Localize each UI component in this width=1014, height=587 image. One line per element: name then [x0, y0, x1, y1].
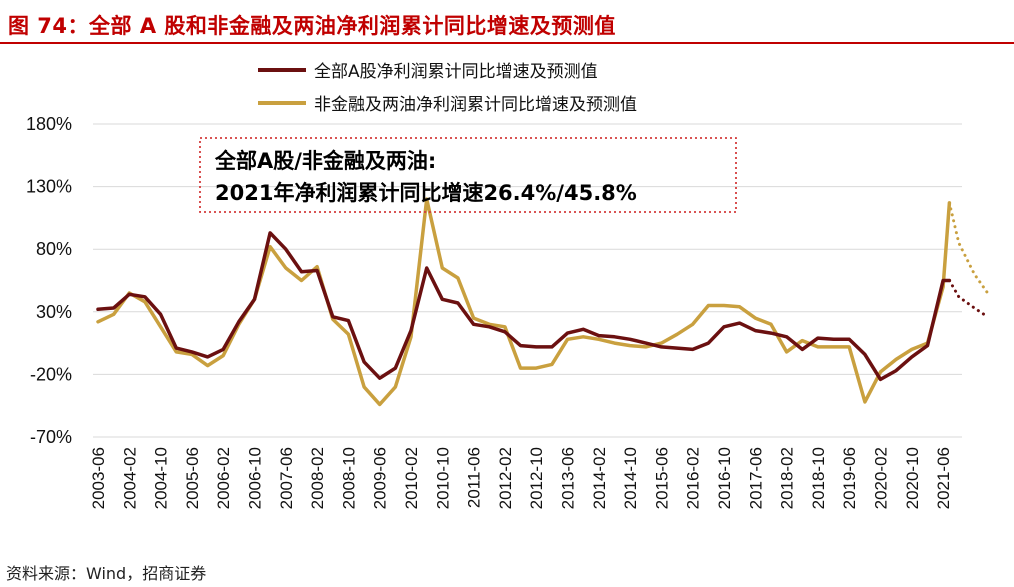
x-tick-label: 2021-06: [934, 447, 953, 509]
x-tick-label: 2010-10: [433, 447, 452, 509]
chart: -70%-20%30%80%130%180% 2003-06 2004-02 200…: [26, 62, 989, 509]
annotation-line1: 全部A股/非金融及两油:: [214, 149, 436, 173]
y-tick-label: -70%: [30, 427, 72, 447]
x-tick-label: 2004-02: [120, 447, 139, 509]
series-line: [96, 231, 952, 382]
x-tick-label: 2014-02: [590, 447, 609, 509]
x-tick-label: 2016-02: [684, 447, 703, 509]
x-tick-label: 2018-10: [809, 447, 828, 509]
y-tick-label: 130%: [26, 177, 72, 197]
x-tick-label: 2007-06: [277, 447, 296, 509]
x-tick-label: 2013-06: [559, 447, 578, 509]
y-tick-labels: -70% -20% 30% 80% 130% 180%: [26, 114, 72, 447]
x-tick-label: 2006-10: [246, 447, 265, 509]
x-tick-label: 2008-10: [339, 447, 358, 509]
series-line: [96, 197, 952, 407]
annotation-line2: 2021年净利润累计同比增速26.4%/45.8%: [215, 181, 637, 205]
x-tick-label: 2015-06: [652, 447, 671, 509]
x-tick-label: 2019-06: [840, 447, 859, 509]
source-note: 资料来源：Wind，招商证券: [6, 564, 207, 583]
x-tick-label: 2012-10: [527, 447, 546, 509]
x-tick-label: 2003-06: [89, 447, 108, 509]
x-tick-label: 2018-02: [778, 447, 797, 509]
x-tick-labels: 2003-06 2004-02 2004-10 2005-06 2006-02 2006-…: [89, 447, 953, 509]
x-tick-label: 2006-02: [214, 447, 233, 509]
forecast-series-line: [947, 201, 989, 294]
x-tick-label: 2020-02: [872, 447, 891, 509]
y-tick-label: 80%: [36, 239, 72, 259]
x-tick-label: 2008-02: [308, 447, 327, 509]
annotation-box: 全部A股/非金融及两油: 2021年净利润累计同比增速26.4%/45.8%: [199, 137, 737, 213]
y-tick-label: 180%: [26, 114, 72, 134]
x-tick-label: 2012-02: [496, 447, 515, 509]
legend-label-series2: 非金融及两油净利润累计同比增速及预测值: [314, 95, 637, 115]
figure-title: 图 74：全部 A 股和非金融及两油净利润累计同比增速及预测值: [8, 14, 616, 38]
x-tick-label: 2011-06: [465, 447, 484, 508]
x-tick-label: 2010-02: [402, 447, 421, 509]
x-tick-label: 2005-06: [183, 447, 202, 509]
x-tick-label: 2004-10: [152, 447, 171, 509]
x-tick-label: 2020-10: [903, 447, 922, 509]
series-lines: [96, 197, 989, 407]
legend: 全部A股净利润累计同比增速及预测值 非金融及两油净利润累计同比增速及预测值: [258, 62, 637, 115]
title-rule: [0, 42, 1014, 44]
x-tick-label: 2014-10: [621, 447, 640, 509]
x-tick-label: 2009-06: [371, 447, 390, 509]
forecast-series-line: [947, 279, 989, 318]
gridlines: [93, 123, 962, 438]
y-tick-label: 30%: [36, 302, 72, 322]
x-tick-label: 2017-06: [746, 447, 765, 509]
legend-label-series1: 全部A股净利润累计同比增速及预测值: [314, 62, 598, 82]
y-tick-label: -20%: [30, 364, 72, 384]
x-tick-label: 2016-10: [715, 447, 734, 509]
